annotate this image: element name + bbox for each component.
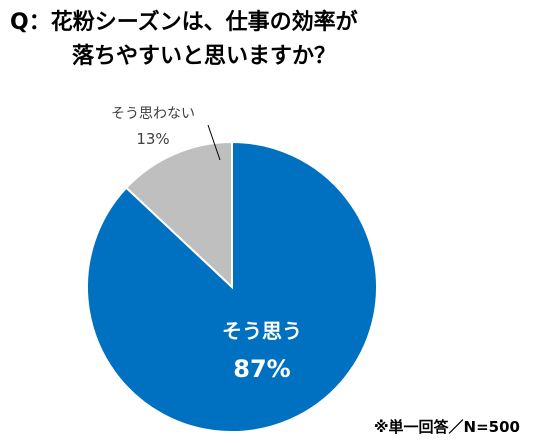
pie-slice-0 (86, 140, 378, 433)
slice-value-0: 87% (233, 355, 290, 383)
pie-slice-1 (124, 140, 233, 290)
chart-title-line1: Q：花粉シーズンは、仕事の効率が (10, 10, 358, 35)
slice-label-0: そう思う (222, 319, 302, 343)
chart-title-line2: 落ちやすいと思いますか？ (72, 44, 337, 69)
slice-value-1: 13% (136, 130, 169, 148)
sample-note: ※単一回答／N=500 (373, 418, 520, 436)
slice-label-1: そう思わない (111, 106, 195, 122)
leader-line-1 (207, 124, 221, 161)
chart-title: Q：花粉シーズンは、仕事の効率が 落ちやすいと思いますか？ (10, 6, 358, 74)
